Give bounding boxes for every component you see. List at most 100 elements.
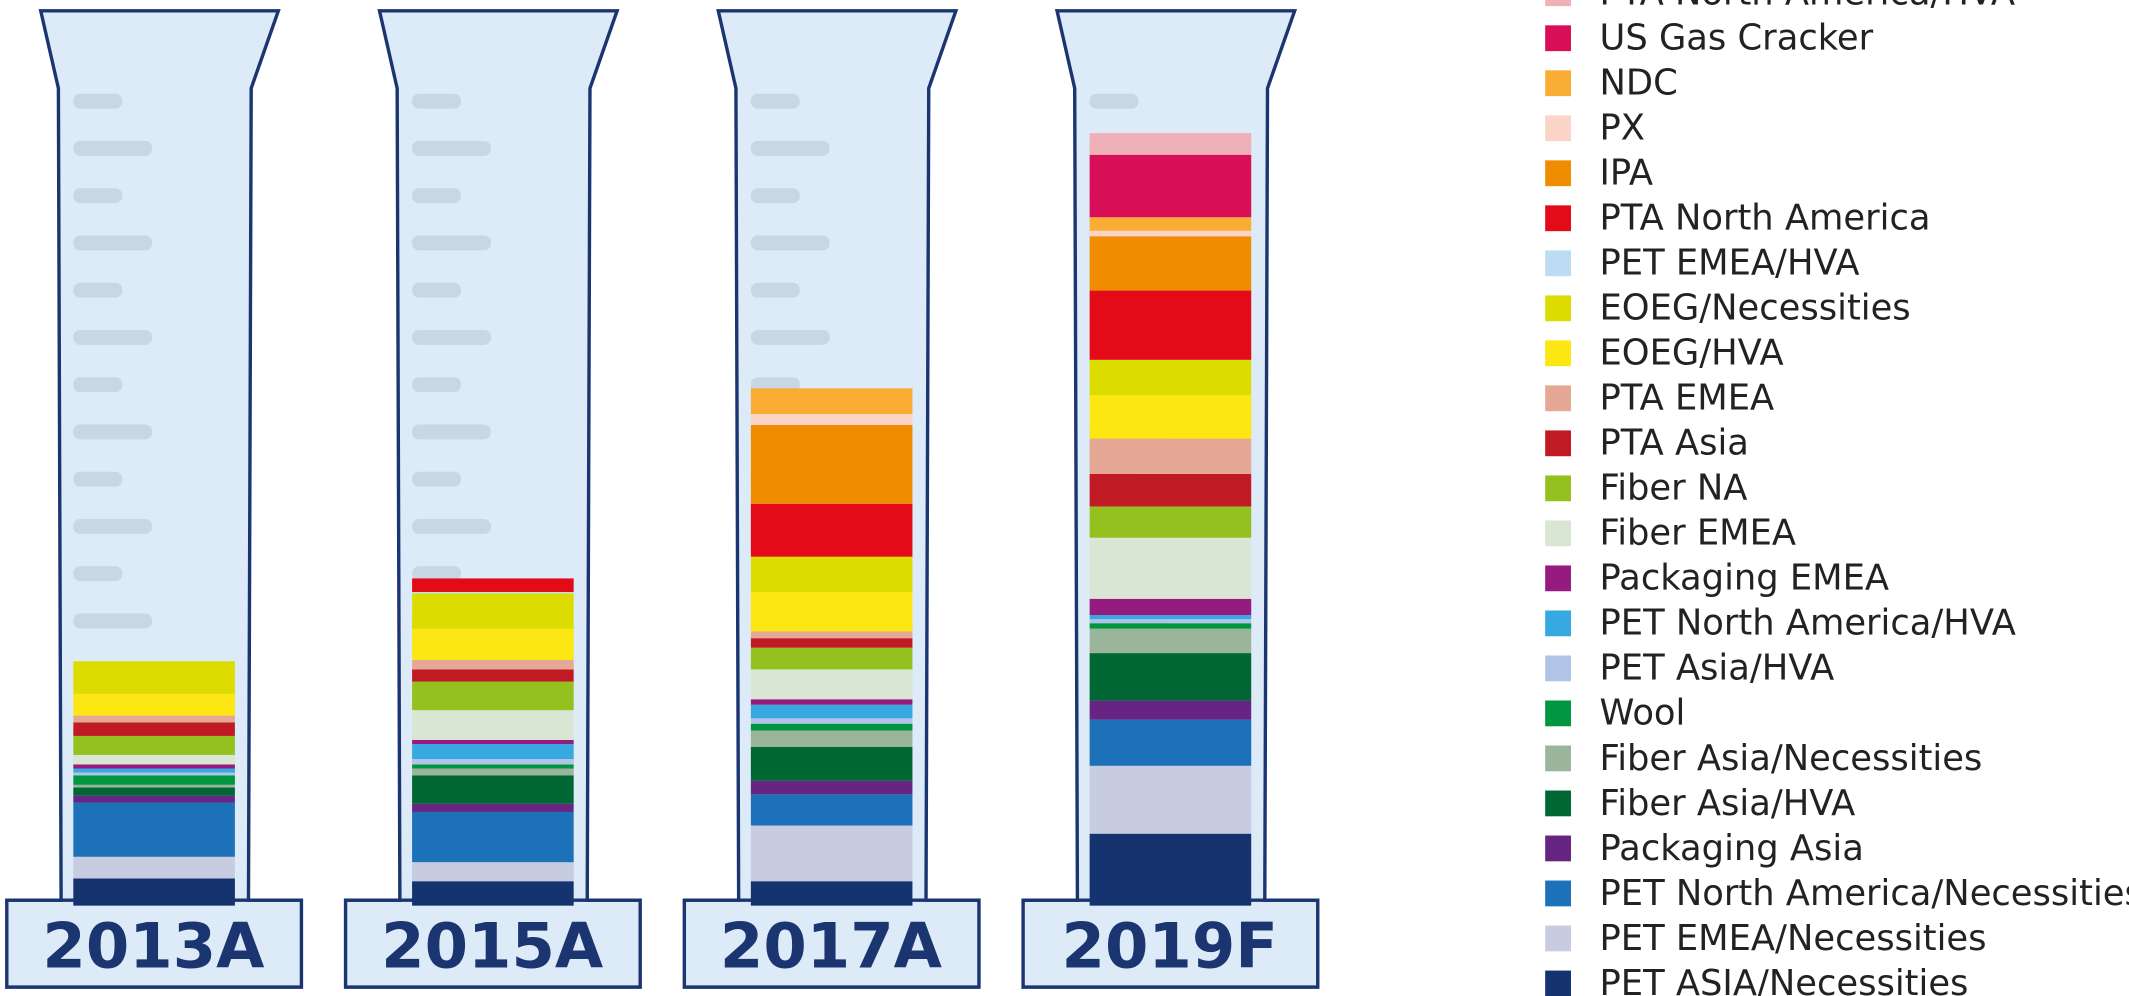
graduation [412, 566, 461, 582]
bar-segment [750, 669, 913, 700]
bar-segment [750, 699, 913, 705]
legend-swatch [1545, 475, 1571, 502]
bar-segment [412, 593, 574, 629]
legend-label: PET North America/HVA [1599, 603, 2015, 644]
legend-swatch [1545, 205, 1571, 232]
bar-segment [1089, 133, 1252, 155]
legend-label: PTA EMEA [1599, 378, 1774, 419]
bar-segment [750, 730, 913, 747]
graduation [73, 329, 153, 345]
legend-swatch [1545, 745, 1571, 772]
bar-segment [73, 787, 235, 796]
bar-segment [1089, 653, 1252, 701]
graduation [73, 471, 123, 487]
bar-segment [1089, 217, 1252, 231]
category-label: 2017A [720, 910, 943, 983]
graduation [73, 566, 123, 582]
legend-swatch [1545, 610, 1571, 637]
graduation [73, 377, 123, 393]
bar-segment [412, 681, 574, 711]
graduation [750, 188, 800, 204]
graduation [412, 424, 491, 440]
graduation [750, 93, 800, 109]
legend-swatch [1545, 700, 1571, 727]
legend-label: PET North America/Necessities [1599, 873, 2129, 914]
legend-swatch [1545, 835, 1571, 862]
legend-label: NDC [1599, 63, 1677, 104]
bar-segment [1089, 833, 1252, 906]
legend-swatch [1545, 0, 1571, 7]
bar-segment [412, 740, 574, 745]
bar-segment [73, 784, 235, 788]
bar-segment [1089, 236, 1252, 291]
bar-segment [1089, 230, 1252, 237]
legend-swatch [1545, 520, 1571, 547]
graduation [412, 329, 491, 345]
bar-segment [750, 424, 913, 504]
bar-segment [412, 578, 574, 593]
bar-segment [1089, 438, 1252, 474]
category-label: 2015A [381, 910, 604, 983]
bar-segment [1089, 598, 1252, 616]
legend-swatch [1545, 250, 1571, 277]
graduation [73, 235, 153, 251]
graduation [73, 424, 153, 440]
legend-label: EOEG/HVA [1599, 333, 1783, 374]
bar-segment [73, 715, 235, 723]
bar-segment [750, 718, 913, 724]
legend-label: Packaging EMEA [1599, 558, 1889, 599]
bar-segment [1089, 628, 1252, 654]
bar-segment [750, 631, 913, 639]
bar-segment [1089, 473, 1252, 507]
graduation [412, 282, 461, 298]
legend-swatch [1545, 295, 1571, 322]
graduation [750, 235, 830, 251]
bar-segment [750, 780, 913, 795]
bar-segment [1089, 619, 1252, 624]
bar-segment [73, 775, 235, 785]
graduation [73, 282, 123, 298]
bar-segment [73, 878, 235, 906]
bar-segment [1089, 506, 1252, 538]
graduation [412, 518, 491, 534]
legend-swatch [1545, 385, 1571, 412]
legend-swatch [1545, 70, 1571, 97]
legend-label: Fiber Asia/HVA [1599, 783, 1855, 824]
legend-label: Fiber Asia/Necessities [1599, 738, 1982, 779]
graduation [750, 329, 830, 345]
graduation [412, 377, 461, 393]
bar-segment [412, 592, 574, 594]
graduation [412, 235, 491, 251]
legend-label: PTA Asia [1599, 423, 1748, 464]
category-label: 2013A [42, 910, 265, 983]
bar-segment [412, 659, 574, 670]
graduation [412, 188, 461, 204]
legend-label: IPA [1599, 153, 1653, 194]
bar-segment [412, 862, 574, 882]
graduation [412, 471, 461, 487]
graduation [73, 613, 153, 629]
bar-segment [1089, 719, 1252, 766]
graduation [750, 282, 800, 298]
bar-segment [1089, 623, 1252, 629]
legend-swatch [1545, 115, 1571, 142]
bar-segment [412, 669, 574, 682]
bar-segment [1089, 395, 1252, 439]
bar-segment [1089, 537, 1252, 599]
bar-segment [412, 881, 574, 906]
bar-segment [412, 628, 574, 660]
bar-segment [73, 693, 235, 716]
legend-swatch [1545, 430, 1571, 457]
bar-segment [750, 881, 913, 906]
bar-segment [73, 772, 235, 776]
bar-segment [1089, 290, 1252, 360]
bar-segment [412, 768, 574, 776]
graduation [73, 140, 153, 156]
legend-label: Fiber EMEA [1599, 513, 1796, 554]
bar-segment [73, 722, 235, 736]
legend-swatch [1545, 565, 1571, 592]
legend-label: Fiber NA [1599, 468, 1747, 509]
bar-segment [412, 775, 574, 804]
